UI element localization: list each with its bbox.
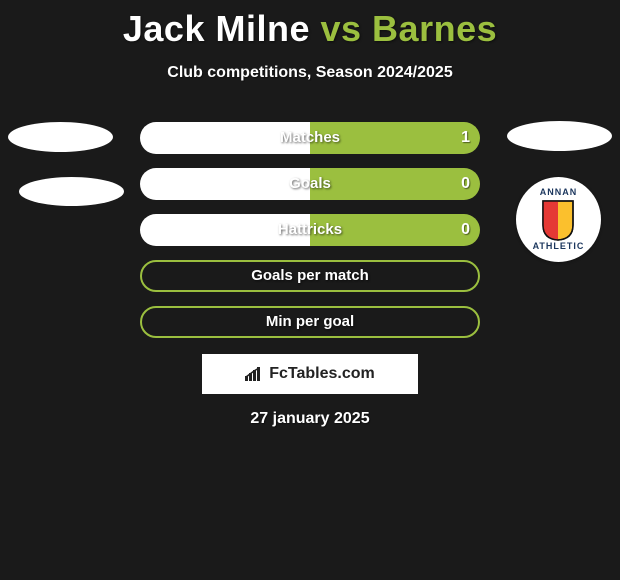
crest-top-text: ANNAN xyxy=(540,187,578,197)
player1-name: Jack Milne xyxy=(123,8,310,49)
player2-avatar-row1 xyxy=(507,121,612,151)
stat-label: Matches xyxy=(140,122,480,154)
bars-icon xyxy=(245,367,263,381)
player2-name: Barnes xyxy=(372,8,497,49)
player1-avatar-row2 xyxy=(19,177,124,206)
stat-row: Min per goal xyxy=(140,306,480,338)
player1-avatar-row1 xyxy=(8,122,113,152)
branding-text: FcTables.com xyxy=(269,365,375,383)
date-text: 27 january 2025 xyxy=(0,410,620,428)
page-title: Jack Milne vs Barnes xyxy=(0,0,620,50)
comparison-chart: 1Matches 0Goals 0Hattricks Goals per match M… xyxy=(140,122,480,352)
stat-row: 0Goals xyxy=(140,168,480,200)
stat-row: Goals per match xyxy=(140,260,480,292)
stat-label: Hattricks xyxy=(140,214,480,246)
stat-row: 0Hattricks xyxy=(140,214,480,246)
crest-bottom-text: ATHLETIC xyxy=(533,241,585,251)
vs-text: vs xyxy=(320,8,361,49)
stat-row: 1Matches xyxy=(140,122,480,154)
stat-label: Goals per match xyxy=(140,260,480,292)
branding-badge: FcTables.com xyxy=(202,354,418,394)
stat-label: Min per goal xyxy=(140,306,480,338)
stat-label: Goals xyxy=(140,168,480,200)
crest-shield-icon xyxy=(541,199,575,241)
player2-club-crest: ANNAN ATHLETIC xyxy=(516,177,601,262)
subtitle: Club competitions, Season 2024/2025 xyxy=(0,64,620,82)
